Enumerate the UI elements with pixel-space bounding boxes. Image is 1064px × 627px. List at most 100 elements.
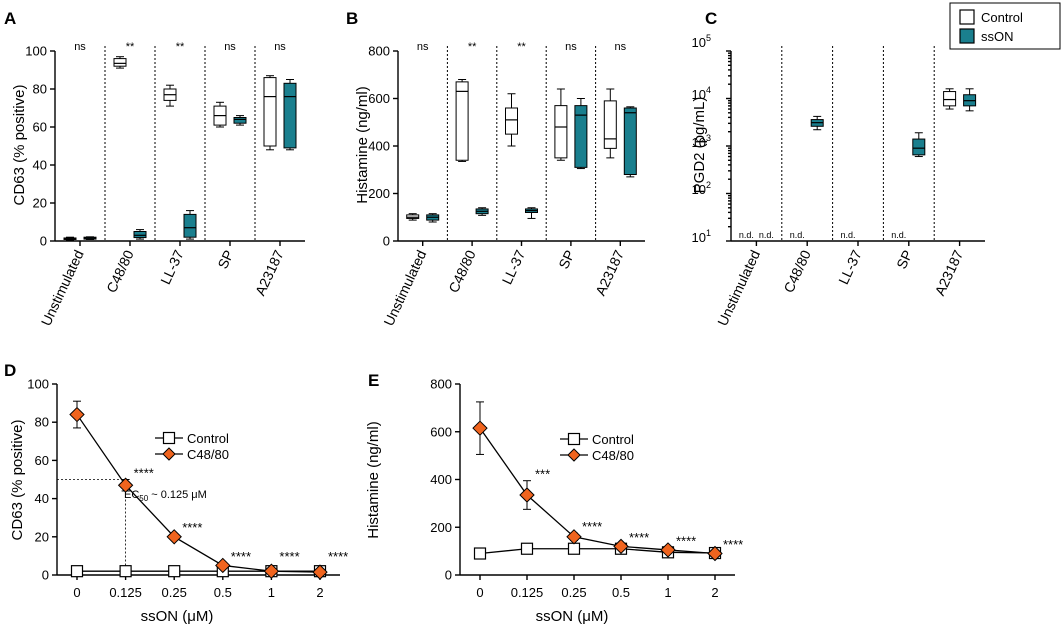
panel-d-xtick-label: 0 bbox=[73, 585, 80, 600]
panel-b-ytick-label: 0 bbox=[383, 234, 390, 249]
panel-e-ytick-label: 400 bbox=[430, 472, 452, 487]
panel-e-legend-label: Control bbox=[592, 432, 634, 447]
panel-a-category-label: Unstimulated bbox=[38, 248, 87, 329]
panel-b-category-label: SP bbox=[555, 248, 577, 272]
panel-e-xtick-label: 0.125 bbox=[511, 585, 544, 600]
panel-d-ytick-label: 40 bbox=[35, 491, 49, 506]
panel-letter-d: D bbox=[4, 361, 16, 380]
panel-a-category-label: LL-37 bbox=[157, 247, 187, 286]
panel-b-box-sson bbox=[475, 207, 489, 216]
panel-c-box-sson bbox=[810, 115, 824, 131]
box-body bbox=[574, 105, 588, 168]
panel-e-control-point bbox=[520, 542, 534, 555]
panel-letter-c: C bbox=[705, 9, 717, 28]
panel-a-significance: ns bbox=[224, 41, 236, 53]
chart-layer: 020406080100UnstimulatednsC48/80**LL-37*… bbox=[25, 41, 985, 600]
panel-e-significance: *** bbox=[535, 467, 550, 482]
box-body bbox=[554, 105, 568, 159]
panel-b-significance: ** bbox=[517, 41, 526, 53]
panel-a-box-sson bbox=[233, 115, 247, 126]
panel-c-ytick-label: 105 bbox=[692, 33, 711, 50]
panel-d-control-point bbox=[168, 565, 181, 578]
panel-e-c4880-point bbox=[707, 545, 723, 562]
panel-d-legend-label: C48/80 bbox=[187, 447, 229, 462]
panel-d-c4880-point bbox=[69, 406, 85, 423]
panel-a-significance: ** bbox=[126, 41, 135, 53]
box-body bbox=[283, 82, 297, 149]
ec50-text: ~ 0.125 μM bbox=[148, 489, 207, 501]
panel-d-ylabel: CD63 (% positive) bbox=[9, 420, 26, 541]
box-body bbox=[233, 117, 247, 124]
box-body bbox=[263, 77, 277, 147]
panel-c-ytick-exp: 3 bbox=[706, 133, 711, 143]
panel-a-ylabel: CD63 (% positive) bbox=[11, 85, 28, 206]
panel-a-ytick-label: 100 bbox=[25, 44, 47, 59]
panel-b-box-control bbox=[455, 79, 469, 162]
panel-e-c4880-point bbox=[660, 542, 676, 558]
panel-b-box-sson bbox=[426, 213, 440, 223]
panel-a-box-control bbox=[213, 101, 227, 128]
panel-d-xtick-label: 1 bbox=[268, 585, 275, 600]
legend-sson-label: ssON bbox=[981, 29, 1014, 44]
panel-b-box-control bbox=[554, 88, 568, 161]
panel-e-c4880-point bbox=[566, 529, 582, 545]
panel-a-box-sson bbox=[183, 210, 197, 240]
panel-c-category-label: SP bbox=[893, 248, 915, 272]
box-body bbox=[113, 58, 127, 67]
panel-e-control-point bbox=[567, 542, 581, 555]
panel-b-ytick-label: 800 bbox=[368, 44, 390, 59]
panel-d-significance: **** bbox=[328, 549, 348, 564]
panel-c-category-label: LL-37 bbox=[835, 247, 865, 286]
panel-c-ytick-exp: 5 bbox=[706, 33, 711, 43]
panel-e-control-point bbox=[473, 547, 487, 560]
panel-b-category-label: Unstimulated bbox=[380, 248, 429, 329]
ec50-annotation: EC50 ~ 0.125 μM bbox=[124, 489, 207, 503]
panel-d-ytick-label: 60 bbox=[35, 453, 49, 468]
panel-c-ylabel: PGD2 (pg/mL) bbox=[691, 97, 708, 194]
panel-e-xtick-label: 0.5 bbox=[612, 585, 630, 600]
box-body bbox=[505, 107, 518, 135]
panel-a-ytick-label: 40 bbox=[33, 158, 47, 173]
panel-e-c4880-point bbox=[472, 420, 488, 436]
box-body bbox=[603, 100, 617, 149]
panel-c-ytick-label: 102 bbox=[692, 180, 711, 197]
panel-b-category-label: A23187 bbox=[592, 247, 627, 298]
box-body bbox=[943, 91, 957, 107]
panel-a-ytick-label: 80 bbox=[33, 82, 47, 97]
panel-e-ytick-label: 0 bbox=[445, 568, 452, 583]
panel-e-c4880-point bbox=[613, 538, 629, 555]
ec50-sub: 50 bbox=[139, 494, 148, 503]
panel-a-box-sson bbox=[133, 229, 147, 240]
panel-e-significance: **** bbox=[723, 537, 743, 552]
panel-d-ytick-label: 100 bbox=[27, 377, 49, 392]
panel-c-ytick-exp: 2 bbox=[706, 180, 711, 190]
panel-c-nd-label: n.d. bbox=[739, 230, 754, 240]
panel-b-significance: ns bbox=[565, 41, 577, 53]
legend: Control ssON bbox=[949, 2, 1061, 50]
panel-a-category-label: SP bbox=[214, 248, 236, 272]
panel-e-line-c4880 bbox=[479, 427, 716, 555]
panel-d-ytick-label: 20 bbox=[35, 529, 49, 544]
legend-control-swatch bbox=[959, 9, 975, 25]
panel-b-significance: ns bbox=[614, 41, 626, 53]
panel-c-nd-label: n.d. bbox=[891, 230, 906, 240]
panel-e-xtick-label: 0 bbox=[476, 585, 483, 600]
panel-b-box-sson bbox=[525, 207, 538, 219]
panel-d-c4880-point bbox=[215, 557, 231, 574]
panel-c-ytick-exp: 1 bbox=[706, 228, 711, 238]
panel-d-legend-marker bbox=[162, 431, 176, 445]
panel-b-box-control bbox=[406, 213, 420, 221]
legend-control-label: Control bbox=[981, 10, 1023, 25]
panel-d-significance: **** bbox=[231, 549, 251, 564]
panel-c-nd-label: n.d. bbox=[840, 230, 855, 240]
panel-b-box-control bbox=[603, 88, 617, 159]
panel-b-box-control bbox=[505, 93, 518, 147]
panel-b-category-label: LL-37 bbox=[499, 247, 529, 286]
panel-a-box-control bbox=[263, 75, 277, 151]
panel-c-ytick-label: 101 bbox=[692, 228, 711, 245]
panel-e-legend-marker bbox=[567, 432, 581, 446]
box-body bbox=[183, 213, 197, 238]
panel-a-box-control bbox=[163, 84, 177, 107]
panel-e-significance: **** bbox=[676, 534, 696, 549]
